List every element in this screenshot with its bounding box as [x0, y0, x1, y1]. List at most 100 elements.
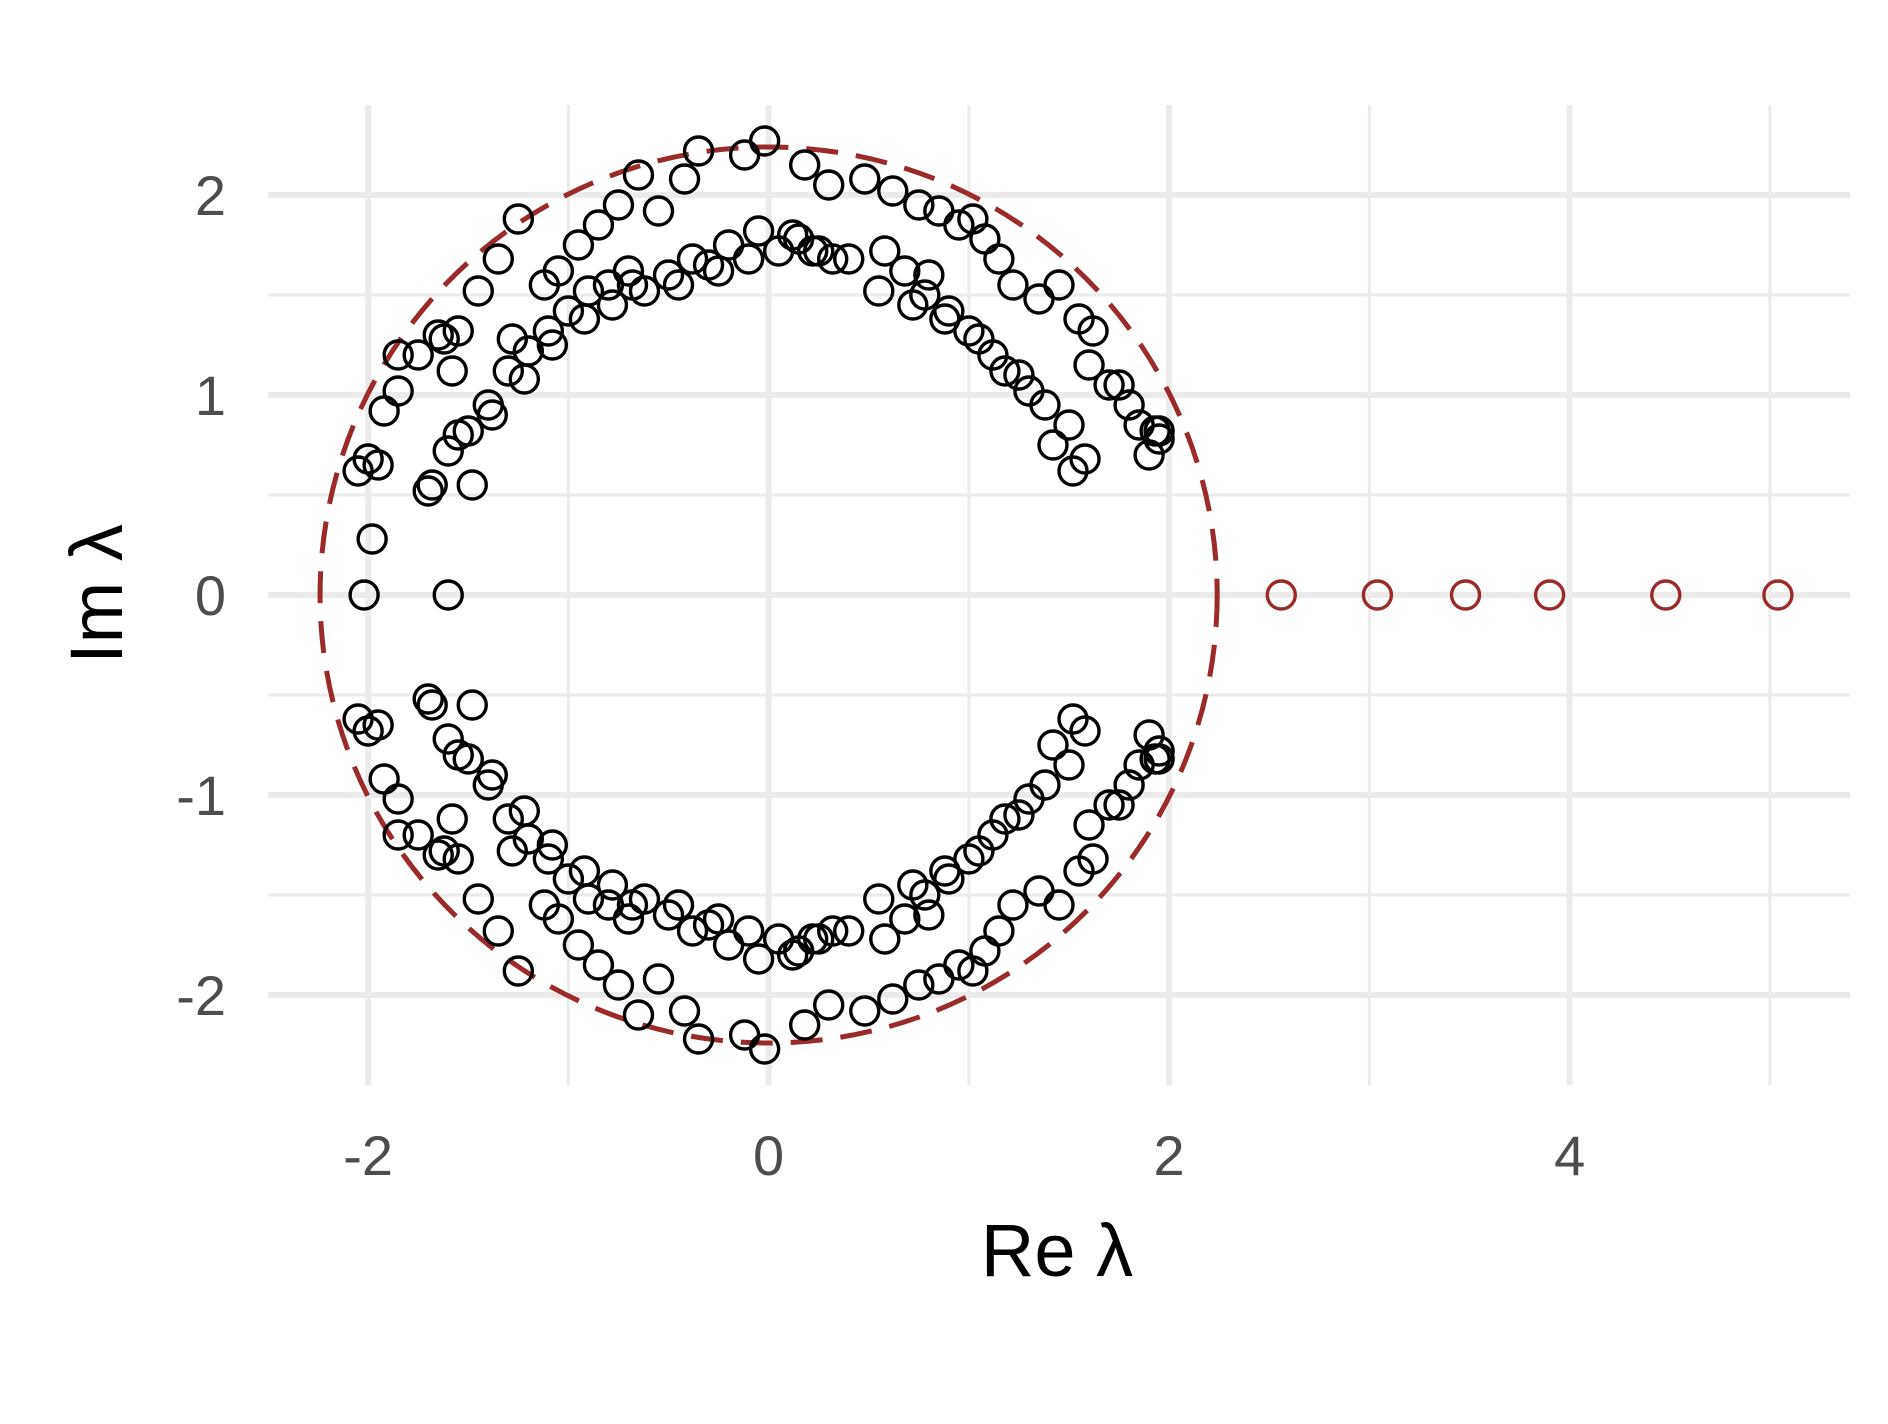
data-point	[482, 243, 514, 275]
data-point	[989, 355, 1021, 387]
data-point	[1053, 749, 1085, 781]
data-point	[849, 995, 881, 1027]
data-point	[969, 935, 1001, 967]
data-point	[1113, 769, 1145, 801]
data-point	[492, 355, 525, 387]
data-point	[903, 189, 935, 221]
data-point	[692, 249, 725, 281]
y-tick-label: 0	[195, 564, 226, 627]
data-point	[662, 889, 695, 921]
data-point	[382, 375, 414, 407]
data-point	[1013, 375, 1045, 407]
data-point	[536, 829, 569, 861]
data-point	[422, 839, 454, 871]
data-point	[913, 259, 945, 291]
data-point	[668, 163, 701, 195]
y-tick-label: 2	[195, 164, 226, 227]
data-point	[582, 209, 615, 241]
data-point	[402, 819, 434, 851]
data-point	[1057, 703, 1089, 735]
data-point	[682, 135, 715, 167]
data-point	[676, 915, 709, 947]
data-point	[356, 523, 388, 555]
data-point	[402, 339, 434, 371]
y-tick-label: 1	[195, 364, 226, 427]
data-point	[456, 469, 488, 501]
data-point	[596, 869, 629, 901]
data-point	[748, 125, 781, 157]
data-point	[1069, 715, 1101, 747]
data-point	[1003, 359, 1035, 391]
data-point	[742, 943, 775, 975]
outlier-points	[1265, 579, 1794, 611]
data-point	[616, 269, 649, 301]
data-point	[732, 243, 765, 275]
data-point	[502, 955, 535, 987]
data-point	[817, 915, 849, 947]
data-point	[989, 803, 1021, 835]
data-point	[622, 999, 655, 1031]
y-tick-label: -1	[176, 764, 226, 827]
data-point	[642, 195, 675, 227]
data-point	[776, 939, 809, 971]
data-point	[833, 243, 865, 275]
data-point	[528, 889, 561, 921]
data-point	[552, 863, 585, 895]
data-point	[983, 915, 1015, 947]
outlier-point	[1533, 579, 1566, 611]
x-tick-label: -2	[343, 1124, 393, 1187]
data-point	[536, 329, 569, 361]
data-point	[1013, 783, 1045, 815]
y-axis-title: Im λ	[55, 524, 138, 664]
data-point	[462, 883, 494, 915]
data-point	[1093, 369, 1125, 401]
y-tick-label: -2	[176, 964, 226, 1027]
data-point	[532, 315, 565, 347]
data-point	[432, 579, 464, 611]
data-point	[923, 963, 955, 995]
x-axis-title: Re λ	[981, 1209, 1133, 1292]
data-point	[368, 395, 400, 427]
data-point	[602, 189, 635, 221]
data-point	[596, 289, 629, 321]
data-point	[863, 275, 895, 307]
data-point	[1103, 789, 1135, 821]
data-point	[1077, 315, 1109, 347]
data-point	[969, 223, 1001, 255]
data-point	[1043, 269, 1075, 301]
data-point	[963, 323, 995, 355]
data-point	[432, 435, 464, 467]
data-point	[532, 843, 565, 875]
outlier-point	[1650, 579, 1682, 611]
data-point	[442, 419, 474, 451]
data-point	[508, 363, 541, 395]
data-point	[1073, 349, 1105, 381]
data-point	[592, 889, 625, 921]
data-point	[849, 163, 881, 195]
data-point	[476, 759, 508, 791]
data-point	[1143, 735, 1175, 767]
data-point	[889, 255, 921, 287]
data-point	[1143, 743, 1175, 775]
data-point	[382, 339, 414, 371]
data-point	[1003, 799, 1035, 831]
data-point	[568, 855, 601, 887]
data-point	[1037, 429, 1069, 461]
reference-circle	[317, 144, 1220, 1046]
data-point	[1103, 369, 1135, 401]
data-point	[929, 303, 961, 335]
data-point	[1053, 409, 1085, 441]
data-point	[1143, 423, 1175, 455]
data-point	[1143, 415, 1175, 447]
data-point	[622, 159, 655, 191]
data-point	[877, 175, 909, 207]
data-point	[983, 243, 1015, 275]
data-point	[382, 819, 414, 851]
data-point	[897, 289, 929, 321]
data-point	[1037, 729, 1069, 761]
data-point	[412, 475, 444, 507]
outlier-point	[1762, 579, 1794, 611]
data-point	[432, 723, 464, 755]
data-point	[943, 209, 975, 241]
